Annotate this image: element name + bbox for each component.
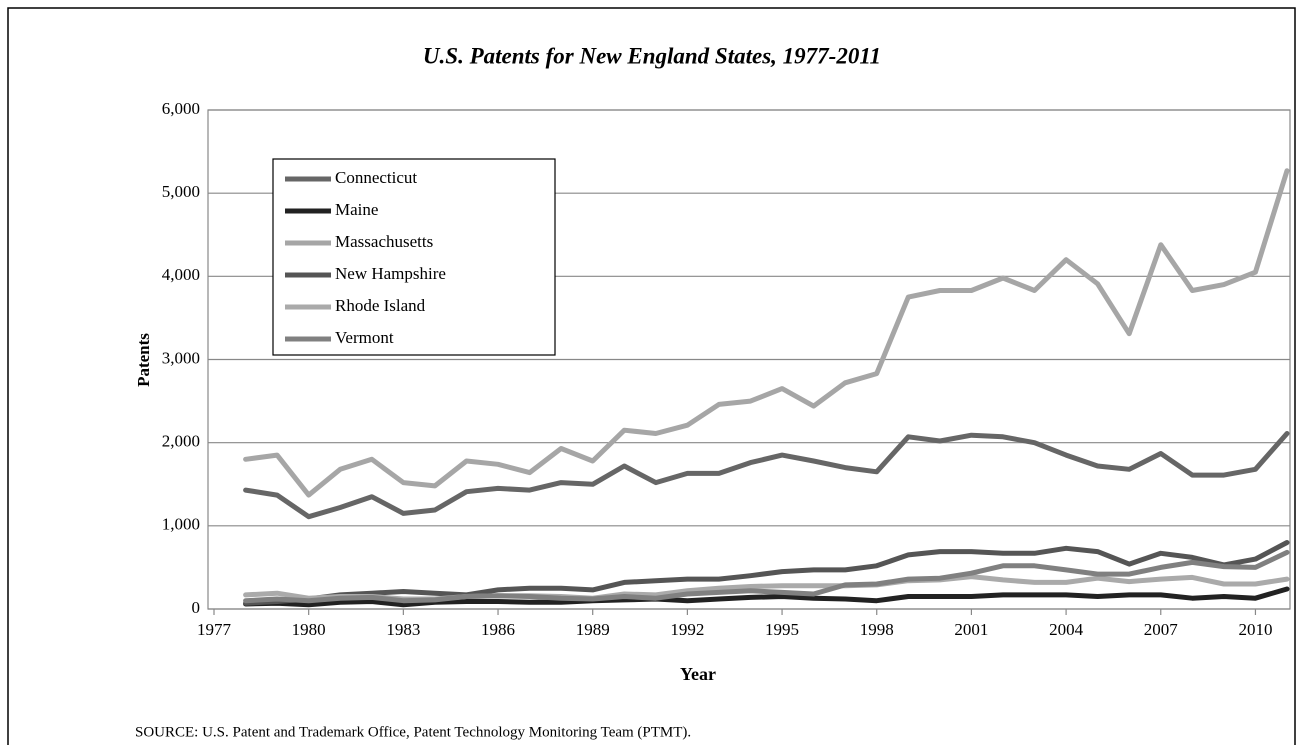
series-line <box>243 431 1290 520</box>
x-tick-label: 1986 <box>481 620 515 639</box>
series-line <box>243 586 1290 608</box>
x-tick-label: 1989 <box>576 620 610 639</box>
legend-label: Massachusetts <box>335 232 433 251</box>
y-axis-label: Patents <box>134 333 153 387</box>
legend-box <box>272 158 556 356</box>
legend-label: Vermont <box>335 328 394 347</box>
x-tick-label: 2007 <box>1144 620 1179 639</box>
y-tick-label: 0 <box>192 598 201 617</box>
x-tick-label: 1998 <box>860 620 894 639</box>
y-tick-label: 4,000 <box>162 265 200 284</box>
x-axis-label: Year <box>680 664 716 684</box>
y-tick-label: 6,000 <box>162 99 200 118</box>
chart-title: U.S. Patents for New England States, 197… <box>423 43 881 68</box>
x-tick-label: 1983 <box>386 620 420 639</box>
x-tick-label: 1992 <box>670 620 704 639</box>
y-tick-label: 2,000 <box>162 432 200 451</box>
y-tick-label: 1,000 <box>162 515 200 534</box>
legend-label: New Hampshire <box>335 264 446 283</box>
x-tick-label: 2004 <box>1049 620 1084 639</box>
series-line <box>243 540 1290 606</box>
x-tick-label: 2001 <box>954 620 988 639</box>
legend-label: Maine <box>335 200 378 219</box>
x-tick-label: 2010 <box>1238 620 1272 639</box>
x-tick-label: 1980 <box>292 620 326 639</box>
x-tick-label: 1995 <box>765 620 799 639</box>
series-line <box>243 168 1290 498</box>
series-line <box>243 549 1290 604</box>
legend-label: Connecticut <box>335 168 417 187</box>
legend-label: Rhode Island <box>335 296 426 315</box>
y-tick-label: 3,000 <box>162 348 200 367</box>
x-tick-label: 1977 <box>197 620 232 639</box>
source-note: SOURCE: U.S. Patent and Trademark Office… <box>135 724 691 740</box>
chart-frame <box>7 7 1296 750</box>
y-tick-label: 5,000 <box>162 182 200 201</box>
